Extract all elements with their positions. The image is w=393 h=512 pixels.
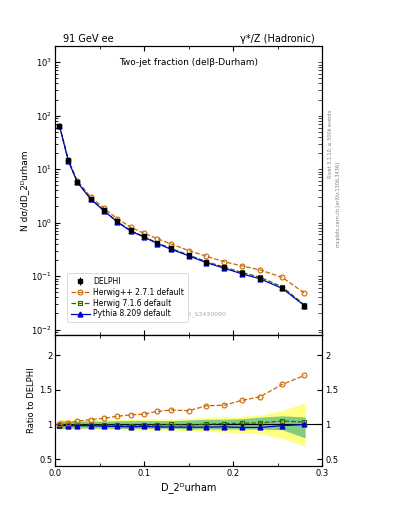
Pythia 8.209 default	[57, 123, 62, 129]
Pythia 8.209 default	[280, 285, 285, 291]
Pythia 8.209 default	[88, 196, 93, 202]
Pythia 8.209 default	[66, 158, 71, 164]
Pythia 8.209 default	[169, 246, 173, 252]
Line: Herwig++ 2.7.1 default: Herwig++ 2.7.1 default	[57, 123, 307, 295]
Herwig 7.1.6 default	[102, 207, 107, 214]
Herwig 7.1.6 default	[129, 227, 133, 233]
Text: 91 GeV ee: 91 GeV ee	[63, 33, 114, 44]
Herwig++ 2.7.1 default	[115, 216, 120, 222]
Herwig++ 2.7.1 default	[57, 122, 62, 129]
Pythia 8.209 default	[257, 275, 262, 282]
Herwig++ 2.7.1 default	[222, 259, 227, 265]
Herwig 7.1.6 default	[66, 158, 71, 164]
Text: mcplots.cern.ch [arXiv:1306.3436]: mcplots.cern.ch [arXiv:1306.3436]	[336, 162, 341, 247]
Pythia 8.209 default	[102, 208, 107, 214]
Line: Pythia 8.209 default: Pythia 8.209 default	[57, 123, 307, 308]
Legend: DELPHI, Herwig++ 2.7.1 default, Herwig 7.1.6 default, Pythia 8.209 default: DELPHI, Herwig++ 2.7.1 default, Herwig 7…	[67, 273, 187, 322]
Herwig 7.1.6 default	[204, 259, 209, 265]
Herwig++ 2.7.1 default	[169, 241, 173, 247]
Text: Two-jet fraction (delβ-Durham): Two-jet fraction (delβ-Durham)	[119, 58, 258, 67]
Pythia 8.209 default	[186, 252, 191, 259]
Y-axis label: N dσ/dD_2ᴰurham: N dσ/dD_2ᴰurham	[20, 150, 29, 230]
Herwig 7.1.6 default	[169, 245, 173, 251]
Text: Rivet 3.1.10, ≥ 500k events: Rivet 3.1.10, ≥ 500k events	[328, 109, 333, 178]
Herwig++ 2.7.1 default	[302, 290, 307, 296]
Herwig 7.1.6 default	[88, 196, 93, 202]
Herwig++ 2.7.1 default	[142, 230, 147, 237]
Pythia 8.209 default	[155, 241, 160, 247]
Pythia 8.209 default	[115, 219, 120, 225]
Herwig++ 2.7.1 default	[129, 224, 133, 230]
Herwig 7.1.6 default	[222, 264, 227, 270]
Herwig 7.1.6 default	[142, 233, 147, 240]
Y-axis label: Ratio to DELPHI: Ratio to DELPHI	[28, 368, 36, 433]
Pythia 8.209 default	[142, 234, 147, 240]
Herwig 7.1.6 default	[155, 240, 160, 246]
Pythia 8.209 default	[75, 179, 80, 185]
Herwig 7.1.6 default	[240, 269, 244, 275]
Pythia 8.209 default	[222, 265, 227, 271]
X-axis label: D_2ᴰurham: D_2ᴰurham	[161, 482, 216, 493]
Pythia 8.209 default	[302, 303, 307, 309]
Line: Herwig 7.1.6 default: Herwig 7.1.6 default	[57, 123, 307, 307]
Herwig 7.1.6 default	[75, 179, 80, 185]
Herwig++ 2.7.1 default	[280, 274, 285, 281]
Herwig 7.1.6 default	[57, 123, 62, 129]
Text: DELPHI_1996_S3430090: DELPHI_1996_S3430090	[151, 312, 227, 317]
Herwig++ 2.7.1 default	[186, 247, 191, 253]
Pythia 8.209 default	[204, 260, 209, 266]
Herwig 7.1.6 default	[186, 252, 191, 258]
Herwig++ 2.7.1 default	[204, 253, 209, 259]
Herwig++ 2.7.1 default	[257, 267, 262, 273]
Herwig 7.1.6 default	[257, 274, 262, 281]
Herwig 7.1.6 default	[280, 284, 285, 290]
Herwig++ 2.7.1 default	[155, 236, 160, 242]
Herwig++ 2.7.1 default	[88, 194, 93, 200]
Herwig++ 2.7.1 default	[66, 157, 71, 163]
Herwig++ 2.7.1 default	[75, 178, 80, 184]
Pythia 8.209 default	[240, 271, 244, 277]
Herwig++ 2.7.1 default	[102, 205, 107, 211]
Herwig 7.1.6 default	[302, 302, 307, 308]
Herwig 7.1.6 default	[115, 219, 120, 225]
Text: γ*/Z (Hadronic): γ*/Z (Hadronic)	[240, 33, 314, 44]
Pythia 8.209 default	[129, 228, 133, 234]
Herwig++ 2.7.1 default	[240, 263, 244, 269]
